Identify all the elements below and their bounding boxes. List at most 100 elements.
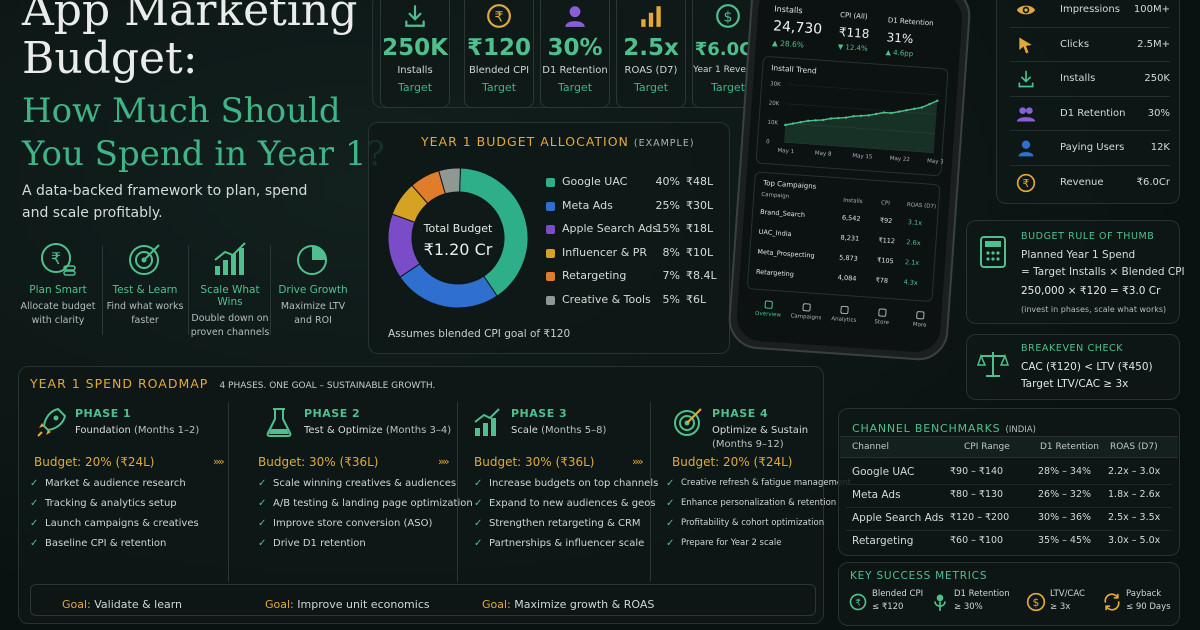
- benchmarks-header: D1 Retention: [1040, 442, 1099, 452]
- dollar-icon: $: [716, 4, 740, 28]
- phone-installs-delta: ▲ 28.6%: [771, 38, 805, 50]
- phone-campaigns-title: Top Campaigns: [762, 179, 817, 191]
- donut-center-label: Total Budget: [423, 222, 493, 235]
- funnel-value: 2.5M+: [1137, 38, 1170, 50]
- phone-nav-overview[interactable]: Overview: [751, 300, 786, 319]
- phone-nav-analytics[interactable]: Analytics: [827, 305, 862, 324]
- phase-bullet: Profitability & cohort optimization: [666, 518, 851, 538]
- phase-title: PHASE 1: [75, 407, 132, 420]
- kpi-value: 2.5x: [623, 35, 679, 61]
- feature-plan-smart: ₹ Plan Smart Allocate budget with clarity: [18, 236, 98, 328]
- metric-value: ≥ 30%: [954, 602, 983, 612]
- kpi-label: D1 Retention: [542, 65, 608, 76]
- feature-desc: Double down on: [191, 313, 269, 324]
- phase-bullet: Tracking & analytics setup: [30, 498, 199, 518]
- phase-bullet: Drive D1 retention: [258, 538, 473, 558]
- rupee-coins-icon: ₹: [41, 243, 76, 276]
- trend-xtick: May 15: [852, 153, 873, 160]
- kpi-label: Blended CPI: [468, 65, 530, 76]
- phase-sub1: Test & Optimize: [304, 425, 383, 436]
- benchmark-channel: Meta Ads: [852, 489, 901, 501]
- phase-bullet: Improve store conversion (ASO): [258, 518, 473, 538]
- trend-point: [837, 116, 840, 120]
- phase-budget: Budget: 30% (₹36L): [258, 455, 378, 469]
- hero-subtitle-line1: A data-backed framework to plan, spend: [22, 183, 308, 199]
- roadmap-title: YEAR 1 SPEND ROADMAP: [30, 376, 209, 391]
- roadmap-goal-bar: [30, 584, 816, 616]
- budget-value: 30% (₹36L): [525, 455, 595, 469]
- benchmarks-header: ROAS (D7): [1110, 442, 1158, 452]
- legend-swatch: [546, 178, 555, 187]
- phone-installs-label: Installs: [774, 4, 803, 16]
- goal-label: Goal:: [62, 598, 91, 611]
- benchmark-cell: 2.2x – 3.0x: [1108, 466, 1161, 477]
- legend-percent: 7%: [662, 269, 680, 282]
- campaign-roas: 2.1x: [904, 258, 920, 268]
- budget-label: Budget:: [258, 455, 306, 469]
- legend-percent: 8%: [662, 245, 680, 259]
- trend-point: [936, 99, 939, 102]
- benchmark-cell: 35% – 45%: [1038, 535, 1092, 546]
- svg-text:₹: ₹: [495, 9, 504, 25]
- benchmark-channel: Retargeting: [852, 535, 914, 547]
- phase-bullets: Market & audience researchTracking & ana…: [30, 478, 199, 558]
- metric-value: ≤ ₹120: [872, 602, 904, 612]
- benchmark-cell: ₹60 – ₹100: [950, 535, 1004, 546]
- allocation-footnote: Assumes blended CPI goal of ₹120: [388, 328, 571, 340]
- legend-swatch: [546, 295, 555, 305]
- campaign-cpi: ₹112: [878, 236, 896, 246]
- nav-icon: [878, 308, 887, 317]
- kpi-card-roas-d7-: 2.5x ROAS (D7) Target: [616, 0, 686, 108]
- trend-point: [875, 112, 878, 116]
- legend-amount: ₹30L: [686, 198, 714, 212]
- trend-xtick: May 1: [777, 148, 794, 155]
- breakeven-line2: Target LTV/CAC ≥ 3x: [1021, 378, 1129, 390]
- legend-swatch: [546, 248, 555, 258]
- benchmark-cell: 1.8x – 2.6x: [1108, 489, 1161, 500]
- rupee-icon: ₹: [487, 4, 511, 28]
- phone-trend-card: Install Trend 30K 20K 10K 0 May 1 May 8 May 15…: [755, 55, 949, 177]
- phase-sub2: (Months 3–4): [385, 425, 452, 436]
- phase-sub2: (Months 9–12): [712, 439, 784, 450]
- phase-bullet: Scale winning creatives & audiences: [258, 478, 473, 498]
- allocation-donut-chart: [387, 167, 529, 309]
- legend-label: Creative & Tools: [562, 292, 651, 306]
- trend-point: [890, 111, 893, 115]
- legend-label: Meta Ads: [562, 198, 613, 212]
- trend-xtick: May 8: [815, 151, 832, 158]
- legend-percent: 5%: [662, 292, 680, 306]
- phase-bullet: Strengthen retargeting & CRM: [474, 518, 658, 538]
- dollar-icon: $: [1026, 592, 1046, 612]
- trend-point: [897, 110, 901, 113]
- nav-label: Store: [874, 319, 890, 327]
- feature-title: Test & Learn: [112, 284, 178, 296]
- donut-slice-creative-tools: [438, 167, 461, 195]
- phone-nav-more[interactable]: More: [902, 310, 937, 329]
- trend-xtick: May 31: [927, 158, 947, 165]
- phase-bullets: Creative refresh & fatigue managementEnh…: [666, 478, 851, 558]
- phone-cpi-delta: ▼ 12.4%: [837, 42, 868, 53]
- svg-text:₹: ₹: [1023, 177, 1030, 190]
- budget-label: Budget:: [672, 455, 720, 469]
- feature-desc: proven channels: [190, 327, 270, 338]
- legend-swatch: [546, 272, 555, 281]
- phone-nav-store[interactable]: Store: [865, 307, 900, 326]
- svg-text:$: $: [1033, 596, 1040, 609]
- phone-screen: Installs 24,730 ▲ 28.6% CPI (All) ₹118 ▼…: [735, 0, 964, 354]
- funnel-label: Paying Users: [1060, 142, 1125, 153]
- metric-item: Payback ≤ 90 Days: [1126, 588, 1171, 614]
- trend-point: [829, 117, 833, 120]
- phone-nav-campaigns[interactable]: Campaigns: [789, 302, 824, 321]
- campaign-cpi: ₹92: [879, 216, 893, 226]
- hero-title-line2: Budget:: [22, 33, 198, 84]
- phase-bullets: Increase budgets on top channelsExpand t…: [474, 478, 658, 558]
- goal-label: Goal:: [482, 598, 511, 611]
- payback-icon: [1104, 593, 1120, 611]
- kpi-value: 250K: [382, 35, 448, 61]
- legend-label: Retargeting: [562, 269, 627, 282]
- metric-label: Blended CPI: [872, 589, 924, 599]
- benchmark-cell: ₹120 – ₹200: [950, 512, 1010, 523]
- phase-arrow: ››››: [213, 455, 225, 468]
- kpi-target: Target: [710, 81, 746, 94]
- funnel-panel: [996, 0, 1180, 204]
